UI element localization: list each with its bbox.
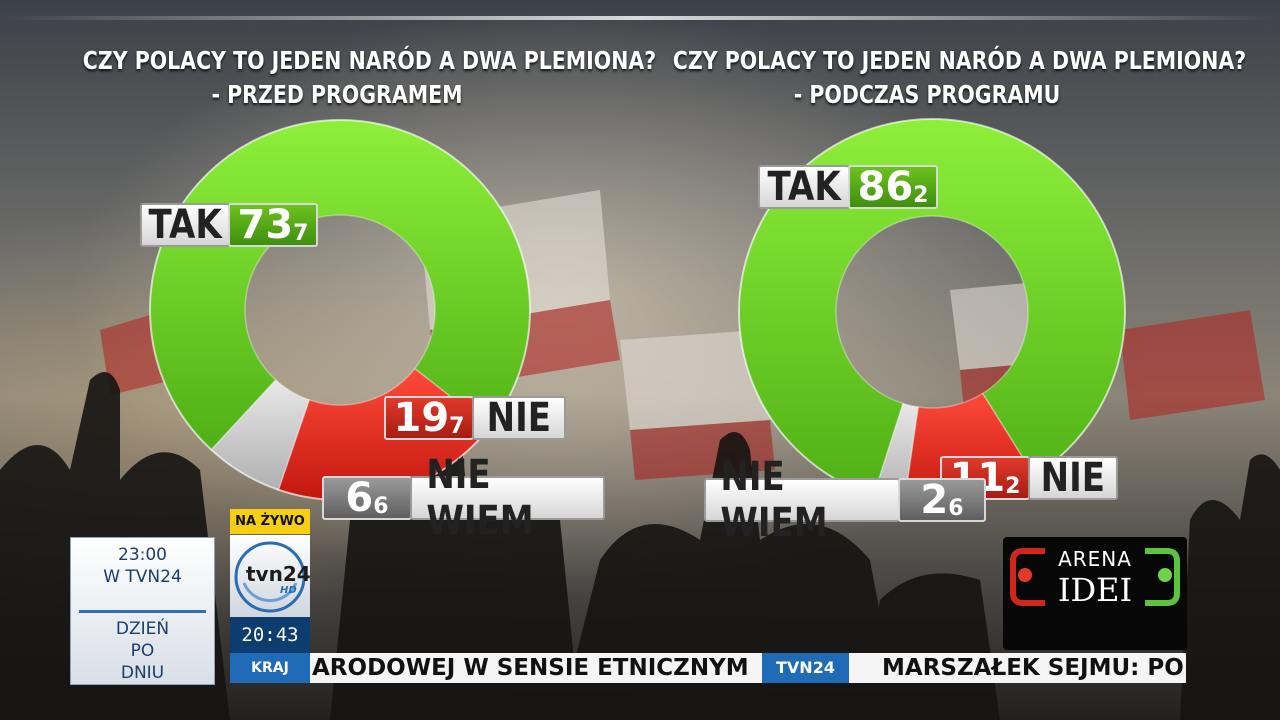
ticker-text-2: MARSZAŁEK SEJMU: PO xyxy=(882,655,1184,681)
right-nie-name: NIE xyxy=(1040,455,1106,501)
program-line2: PO xyxy=(130,641,155,661)
left-title-line1: CZY POLACY TO JEDEN NARÓD A DWA PLEMIONA… xyxy=(82,46,657,75)
channel-logo: tvn24 HD xyxy=(230,535,311,617)
schedule-top: 23:00 W TVN24 xyxy=(71,544,214,588)
right-tak-label: TAK xyxy=(758,164,850,210)
left-niewiem-int: 6 xyxy=(345,475,374,521)
right-tak-int: 86 xyxy=(857,164,914,210)
left-tak-dec: 7 xyxy=(293,220,309,246)
left-chart-title: CZY POLACY TO JEDEN NARÓD A DWA PLEMIONA… xyxy=(82,44,657,112)
left-niewiem-label: NIE WIEM xyxy=(410,452,605,544)
right-nie-dec: 2 xyxy=(1005,473,1021,499)
tvn24-logo-icon: tvn24 HD xyxy=(234,541,311,613)
schedule-channel: W TVN24 xyxy=(103,567,182,587)
live-badge: NA ŻYWO xyxy=(230,509,310,534)
arena-line1: ARENA xyxy=(1058,547,1132,571)
right-title-line2: - PODCZAS PROGRAMU xyxy=(793,80,1061,109)
right-chart-title: CZY POLACY TO JEDEN NARÓD A DWA PLEMIONA… xyxy=(672,44,1247,112)
logo-hd: HD xyxy=(280,585,297,596)
arena-brackets-icon xyxy=(1010,548,1180,606)
right-niewiem-int: 2 xyxy=(920,477,949,523)
right-tak-dec: 2 xyxy=(913,182,929,208)
left-nie-value: 19 7 xyxy=(384,395,474,441)
left-nie-int: 19 xyxy=(393,395,450,441)
right-tak-value: 86 2 xyxy=(848,164,938,210)
right-title-line1: CZY POLACY TO JEDEN NARÓD A DWA PLEMIONA… xyxy=(672,46,1247,75)
right-niewiem-label: NIE WIEM xyxy=(704,454,900,546)
right-tak-name: TAK xyxy=(767,164,841,210)
left-nie-dec: 7 xyxy=(449,413,465,439)
ticker-tag: TVN24 xyxy=(762,653,849,683)
section-label: KRAJ xyxy=(230,653,310,683)
schedule-time: 23:00 xyxy=(118,545,167,565)
left-niewiem-name: NIE WIEM xyxy=(426,452,534,544)
left-tak-value: 73 7 xyxy=(228,202,318,248)
donut-chart-during xyxy=(738,118,1126,506)
schedule-program: DZIEŃ PO DNIU xyxy=(71,618,214,684)
arena-idei-logo: ARENA IDEI xyxy=(1003,537,1187,650)
program-line1: DZIEŃ xyxy=(115,619,170,639)
news-ticker: ARODOWEJ W SENSIE ETNICZNYM TVN24 MARSZA… xyxy=(310,653,1186,683)
schedule-divider xyxy=(79,610,206,613)
donut-chart-before xyxy=(149,119,531,501)
clock: 20:43 xyxy=(230,617,310,653)
program-line3: DNIU xyxy=(120,663,165,683)
left-nie-name: NIE xyxy=(486,395,552,441)
left-title-line2: - PRZED PROGRAMEM xyxy=(211,80,463,109)
logo-text: tvn24 xyxy=(246,562,310,586)
right-niewiem-dec: 6 xyxy=(948,495,964,521)
schedule-box: 23:00 W TVN24 DZIEŃ PO DNIU xyxy=(70,537,215,685)
left-nie-label: NIE xyxy=(472,395,566,441)
left-tak-label: TAK xyxy=(140,202,230,248)
right-nie-label: NIE xyxy=(1028,455,1118,501)
right-niewiem-name: NIE WIEM xyxy=(720,454,828,546)
ticker-text-1: ARODOWEJ W SENSIE ETNICZNYM xyxy=(312,655,749,681)
left-niewiem-dec: 6 xyxy=(373,493,389,519)
left-tak-int: 73 xyxy=(237,202,294,248)
top-light-line xyxy=(0,16,1280,20)
arena-line2: IDEI xyxy=(1057,571,1133,609)
left-tak-name: TAK xyxy=(148,202,222,248)
